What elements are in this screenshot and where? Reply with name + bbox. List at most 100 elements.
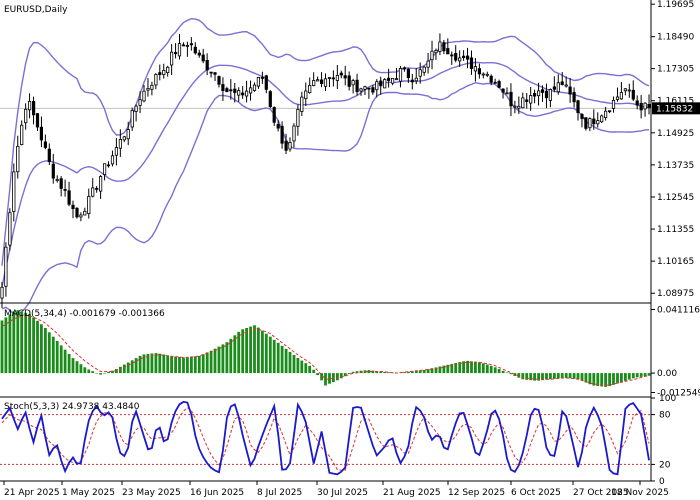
macd-bar [355, 371, 359, 374]
candle-body [596, 120, 600, 125]
candle-body [386, 77, 391, 81]
macd-bar [407, 371, 410, 374]
macd-bar [343, 373, 347, 377]
candle-body [375, 81, 379, 91]
candle-body [434, 50, 438, 54]
macd-bar [403, 372, 406, 374]
candle-body [367, 87, 371, 90]
macd-bar [493, 367, 497, 374]
macd-bar [126, 362, 130, 374]
macd-bar [383, 371, 387, 374]
macd-bar [99, 373, 102, 375]
candle-body [509, 91, 513, 107]
candle-body [142, 90, 146, 102]
candle-body [390, 78, 395, 84]
macd-bar [229, 338, 233, 374]
macd-bar [470, 361, 473, 374]
macd-bar [339, 373, 343, 379]
candle-body [347, 75, 351, 87]
candle-body [83, 210, 87, 216]
macd-tick-label: 0.041116 [657, 305, 700, 315]
candle-body [67, 190, 71, 205]
candle-body [552, 86, 557, 90]
candle-body [426, 60, 430, 68]
candle-body [485, 73, 489, 76]
macd-bar [320, 373, 323, 381]
stoch-main-line [1, 400, 650, 476]
price-tick-label: 1.12545 [657, 193, 694, 203]
candle-body [217, 76, 221, 85]
candle-body [43, 141, 48, 148]
macd-bar [545, 373, 548, 380]
macd-bar [130, 360, 134, 374]
candle-body [0, 286, 4, 299]
candle-body [643, 102, 647, 110]
macd-bar [292, 355, 296, 374]
candle-body [319, 79, 324, 85]
macd-bar [489, 365, 493, 374]
macd-bar [600, 373, 604, 387]
candle-body [615, 96, 620, 100]
macd-bar [312, 369, 316, 373]
macd-bar [462, 361, 465, 374]
date-tick-label: 1 May 2025 [62, 488, 115, 498]
macd-bar [158, 353, 162, 374]
candle-body [458, 57, 462, 62]
macd-bar [501, 370, 505, 374]
candle-body [241, 92, 245, 96]
macd-bar [513, 373, 517, 376]
candle-body [209, 71, 213, 74]
candle-body [611, 100, 616, 109]
macd-bar [572, 373, 576, 379]
candle-body [296, 109, 300, 127]
candle-body [268, 91, 272, 107]
macd-bar [379, 371, 383, 374]
candle-body [201, 54, 205, 62]
macd-bar [91, 371, 95, 373]
candle-body [106, 164, 111, 167]
macd-bar [466, 360, 469, 374]
candle-body [639, 102, 643, 111]
macd-bar [533, 373, 536, 381]
macd-bar [75, 361, 79, 374]
chart-title: EURUSD,Daily [4, 5, 68, 15]
date-tick-label: 8 Jul 2025 [257, 488, 302, 498]
macd-bar [553, 373, 556, 379]
macd-bar [182, 357, 185, 374]
candle-body [604, 110, 608, 118]
candle-body [379, 80, 383, 87]
date-tick-label: 21 Apr 2025 [4, 488, 60, 498]
candle-body [619, 92, 624, 100]
macd-bar [59, 345, 63, 374]
price-tick-label: 1.18490 [657, 33, 694, 43]
candle-body [4, 246, 8, 287]
macd-bar [280, 345, 284, 374]
macd-bar [328, 373, 331, 384]
macd-bar [107, 372, 110, 374]
macd-bar [67, 354, 71, 374]
macd-bar [193, 356, 197, 374]
macd-bar [63, 349, 67, 374]
candle-body [635, 100, 639, 106]
candle-body [469, 57, 474, 69]
macd-bar [225, 342, 229, 374]
candle-body [63, 188, 67, 191]
macd-bar [166, 355, 170, 374]
candle-body [205, 60, 209, 71]
macd-bar [525, 373, 529, 380]
macd-bar [276, 342, 280, 374]
candle-body [229, 89, 233, 92]
date-tick-label: 16 Jun 2025 [190, 488, 244, 498]
macd-bar [596, 373, 600, 386]
candle-body [252, 84, 257, 91]
candle-body [398, 68, 403, 82]
macd-bar [257, 327, 260, 374]
candle-body [422, 66, 426, 73]
candle-body [600, 115, 604, 123]
candle-body [75, 207, 79, 218]
macd-bar [284, 348, 288, 374]
candle-body [162, 70, 166, 75]
candle-body [308, 85, 312, 94]
date-tick-label: 23 May 2025 [122, 488, 181, 498]
